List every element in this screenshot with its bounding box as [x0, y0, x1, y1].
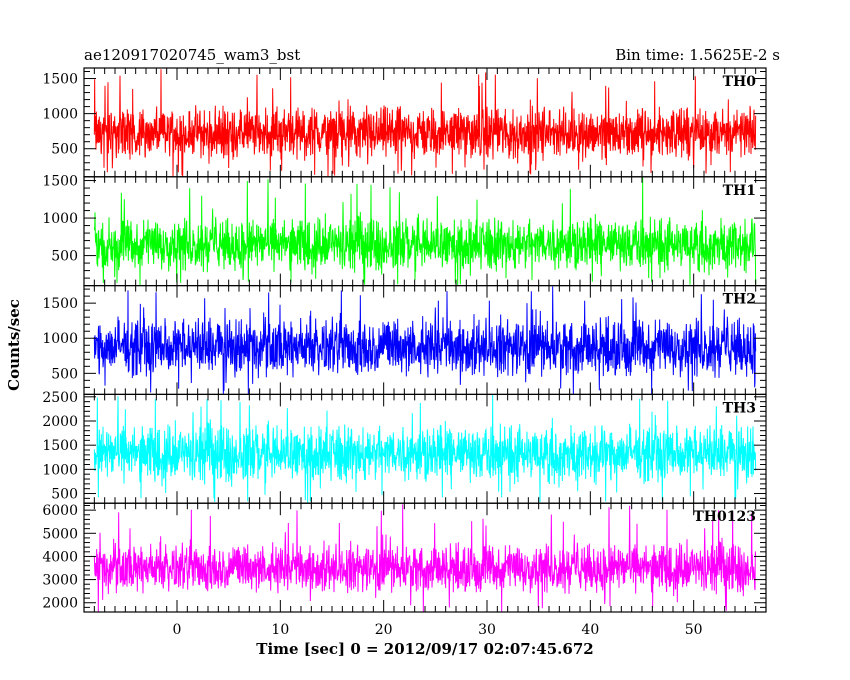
y-tick-label: 500: [51, 142, 78, 158]
y-tick-label: 2000: [42, 596, 78, 612]
series-line-th1: [93, 177, 757, 286]
panel-th0123: 2000 3000 4000 5000 6000 TH0123: [42, 502, 767, 613]
panel-th2: 500 1000 1500 TH2: [42, 285, 767, 396]
series-line-th3: [93, 394, 757, 503]
series-line-th0: [93, 69, 757, 177]
y-tick-label: 1500: [42, 72, 78, 88]
y-tick-label: 500: [51, 487, 78, 503]
x-tick-label: 20: [375, 622, 393, 638]
y-tick-label: 1000: [42, 107, 78, 123]
y-tick-label: 1000: [42, 211, 78, 227]
panels-group: 500 1000 1500 TH0 500 1000 1500 TH1 500 1000 1500 T…: [42, 67, 767, 613]
panel-label-th1: TH1: [723, 183, 756, 199]
chart-title-left: ae120917020745_wam3_bst: [84, 46, 300, 64]
y-tick-label: 1500: [42, 296, 78, 312]
x-tick-label: 40: [581, 622, 599, 638]
y-tick-label: 4000: [42, 549, 78, 565]
y-tick-label: 6000: [42, 503, 78, 519]
y-tick-label: 1500: [42, 438, 78, 454]
y-axis-label: Counts/sec: [5, 299, 23, 391]
x-tick-label: 0: [173, 622, 182, 638]
x-tick-label: 30: [478, 622, 496, 638]
panel-th1: 500 1000 1500 TH1: [42, 174, 767, 287]
panel-label-th3: TH3: [723, 400, 756, 416]
panel-th3: 500 1000 1500 2000 2500 TH3: [42, 390, 767, 504]
y-tick-label: 500: [51, 366, 78, 382]
series-line-th2: [93, 286, 757, 395]
panel-label-th0: TH0: [723, 74, 757, 90]
y-tick-label: 2500: [42, 390, 78, 406]
panel-label-th2: TH2: [723, 292, 756, 308]
y-tick-label: 1500: [42, 174, 78, 190]
panel-th0: 500 1000 1500 TH0: [42, 67, 767, 178]
y-tick-label: 5000: [42, 526, 78, 542]
x-tick-label: 50: [685, 622, 703, 638]
y-tick-label: 500: [51, 249, 78, 265]
panel-label-th0123: TH0123: [693, 509, 756, 525]
x-axis: 0 10 20 30 40 50: [173, 622, 703, 638]
x-axis-label: Time [sec] 0 = 2012/09/17 02:07:45.672: [256, 640, 593, 658]
y-tick-label: 2000: [42, 414, 78, 430]
series-line-th0123: [93, 504, 757, 612]
y-tick-label: 1000: [42, 331, 78, 347]
chart-title-right: Bin time: 1.5625E-2 s: [615, 46, 780, 64]
y-tick-label: 1000: [42, 462, 78, 478]
y-tick-label: 3000: [42, 573, 78, 589]
x-tick-label: 10: [271, 622, 289, 638]
